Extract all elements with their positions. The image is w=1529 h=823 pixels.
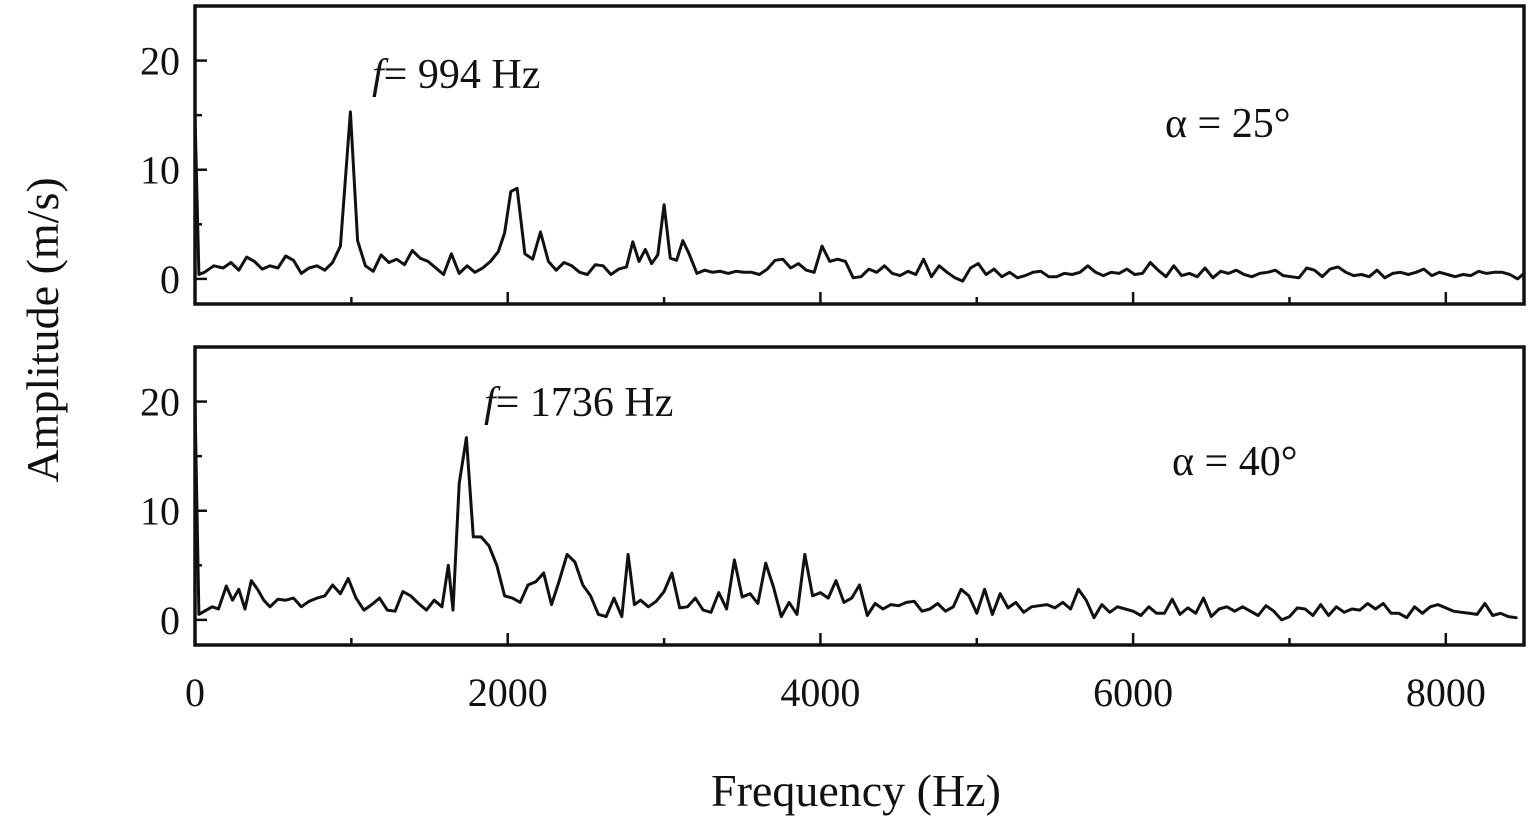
- y-tick-label: 10: [140, 148, 180, 193]
- x-tick-label: 2000: [468, 670, 548, 715]
- y-tick-label: 0: [160, 598, 180, 643]
- y-tick-label: 10: [140, 489, 180, 534]
- y-tick-labels: 0 10 20: [140, 380, 180, 643]
- x-tick-label: 0: [185, 670, 205, 715]
- y-tick-labels: 0 10 20: [140, 39, 180, 302]
- panel-frame: [193, 345, 1526, 647]
- angle-label: α = 25°: [1165, 101, 1291, 147]
- x-axis-title: Frequency (Hz): [711, 765, 1001, 816]
- peak-label-value: = 994 Hz: [384, 52, 541, 98]
- y-tick-label: 20: [140, 39, 180, 84]
- peak-label: f= 1736 Hz: [484, 380, 673, 426]
- angle-label: α = 40°: [1172, 439, 1298, 485]
- y-axis-title: Amplitude (m/s): [17, 177, 68, 482]
- panel-alpha-40: 0 10 20 f= 1736 Hz α = 40°: [140, 345, 1526, 647]
- panel-alpha-25: 0 10 20 f= 994 Hz α = 25°: [140, 4, 1526, 306]
- x-tick-label: 8000: [1406, 670, 1486, 715]
- peak-label: f= 994 Hz: [372, 52, 540, 98]
- x-tick-label: 6000: [1093, 670, 1173, 715]
- y-tick-label: 20: [140, 380, 180, 425]
- spectrum-line: [193, 400, 1518, 622]
- peak-label-value: = 1736 Hz: [496, 380, 674, 426]
- spectrum-line: [193, 110, 1526, 283]
- x-tick-label: 4000: [780, 670, 860, 715]
- x-tick-labels: 0 2000 4000 6000 8000: [185, 670, 1486, 715]
- y-tick-label: 0: [160, 257, 180, 302]
